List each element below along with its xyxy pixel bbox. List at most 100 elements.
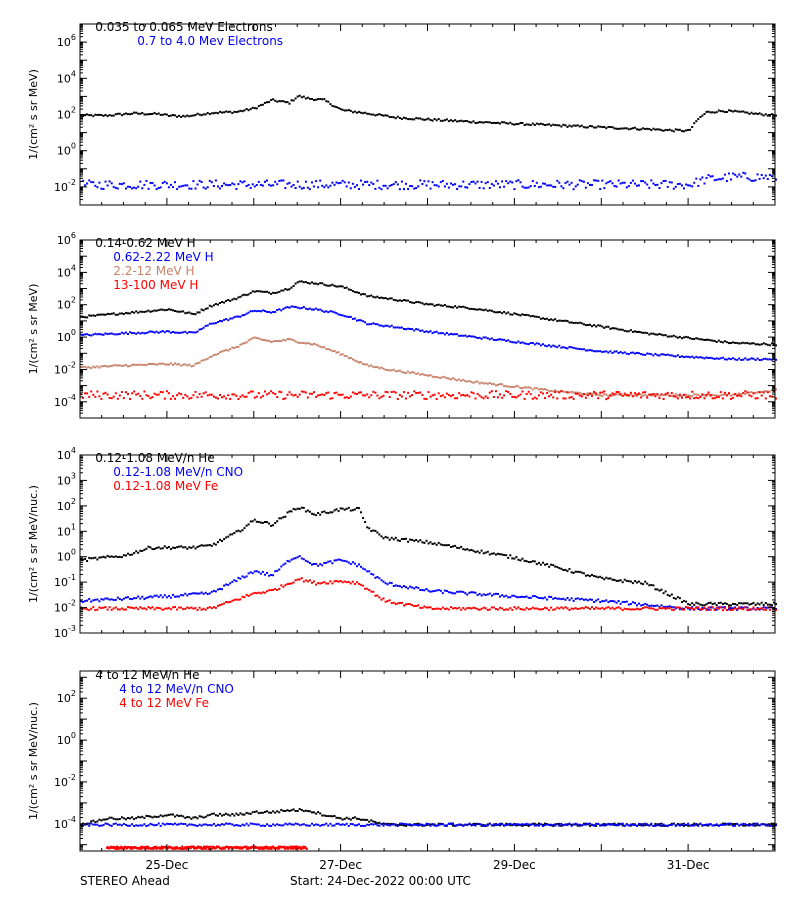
data-point bbox=[575, 185, 577, 187]
data-point bbox=[270, 293, 272, 295]
data-point bbox=[143, 607, 145, 609]
data-point bbox=[186, 607, 188, 609]
data-point bbox=[581, 572, 583, 574]
data-point bbox=[346, 287, 348, 289]
data-point bbox=[397, 300, 399, 302]
data-point bbox=[239, 396, 241, 398]
data-point bbox=[397, 183, 399, 185]
data-point bbox=[656, 128, 658, 130]
data-point bbox=[432, 543, 434, 545]
data-point bbox=[413, 587, 415, 589]
data-point bbox=[446, 377, 448, 379]
data-point bbox=[376, 395, 378, 397]
data-point bbox=[481, 382, 483, 384]
data-point bbox=[546, 389, 548, 391]
data-point bbox=[744, 111, 746, 113]
data-point bbox=[413, 605, 415, 607]
data-point bbox=[485, 182, 487, 184]
data-point bbox=[511, 341, 513, 343]
data-point bbox=[473, 120, 475, 122]
data-point bbox=[444, 590, 446, 592]
data-point bbox=[239, 344, 241, 346]
data-point bbox=[728, 823, 730, 825]
data-point bbox=[505, 122, 507, 124]
data-point bbox=[362, 293, 364, 295]
data-point bbox=[299, 508, 301, 510]
data-point bbox=[585, 324, 587, 326]
data-point bbox=[344, 287, 346, 289]
data-point bbox=[284, 397, 286, 399]
data-point bbox=[370, 295, 372, 297]
data-point bbox=[162, 182, 164, 184]
data-point bbox=[331, 562, 333, 564]
data-point bbox=[630, 824, 632, 826]
data-point bbox=[419, 607, 421, 609]
data-point bbox=[274, 824, 276, 826]
data-point bbox=[607, 395, 609, 397]
data-point bbox=[172, 824, 174, 826]
y-tick-label: 103 bbox=[57, 471, 76, 487]
data-point bbox=[575, 322, 577, 324]
data-point bbox=[605, 607, 607, 609]
data-point bbox=[728, 607, 730, 609]
data-point bbox=[207, 307, 209, 309]
data-point bbox=[701, 393, 703, 395]
data-point bbox=[499, 123, 501, 125]
data-point bbox=[638, 603, 640, 605]
data-point bbox=[338, 313, 340, 315]
data-point bbox=[691, 338, 693, 340]
data-point bbox=[145, 608, 147, 610]
data-point bbox=[417, 301, 419, 303]
data-point bbox=[652, 333, 654, 335]
data-point bbox=[714, 358, 716, 360]
data-point bbox=[546, 392, 548, 394]
data-point bbox=[659, 129, 661, 131]
data-point bbox=[211, 356, 213, 358]
data-point bbox=[344, 509, 346, 511]
data-point bbox=[603, 393, 605, 395]
data-point bbox=[119, 333, 121, 335]
data-point bbox=[487, 181, 489, 183]
data-point bbox=[522, 122, 524, 124]
data-point bbox=[289, 810, 291, 812]
data-point bbox=[464, 335, 466, 337]
data-point bbox=[448, 823, 450, 825]
data-point bbox=[548, 596, 550, 598]
data-point bbox=[329, 511, 331, 513]
data-point bbox=[105, 365, 107, 367]
data-point bbox=[217, 398, 219, 400]
data-point bbox=[409, 395, 411, 397]
data-point bbox=[323, 824, 325, 826]
data-point bbox=[652, 355, 654, 357]
data-point bbox=[462, 181, 464, 183]
data-point bbox=[536, 123, 538, 125]
data-point bbox=[426, 303, 428, 305]
data-point bbox=[436, 376, 438, 378]
data-point bbox=[358, 188, 360, 190]
data-point bbox=[755, 392, 757, 394]
data-point bbox=[321, 824, 323, 826]
data-point bbox=[381, 396, 383, 398]
data-point bbox=[659, 397, 661, 399]
data-point bbox=[103, 556, 105, 558]
data-point bbox=[419, 179, 421, 181]
data-point bbox=[685, 129, 687, 131]
data-point bbox=[229, 300, 231, 302]
data-point bbox=[315, 396, 317, 398]
data-point bbox=[211, 394, 213, 396]
data-point bbox=[577, 322, 579, 324]
data-point bbox=[442, 607, 444, 609]
data-point bbox=[387, 391, 389, 393]
data-point bbox=[360, 294, 362, 296]
data-point bbox=[354, 318, 356, 320]
data-point bbox=[364, 293, 366, 295]
data-point bbox=[348, 357, 350, 359]
data-point bbox=[648, 353, 650, 355]
data-point bbox=[368, 113, 370, 115]
data-point bbox=[395, 603, 397, 605]
data-point bbox=[252, 391, 254, 393]
data-point bbox=[501, 121, 503, 123]
data-point bbox=[536, 608, 538, 610]
data-point bbox=[340, 580, 342, 582]
data-point bbox=[430, 374, 432, 376]
